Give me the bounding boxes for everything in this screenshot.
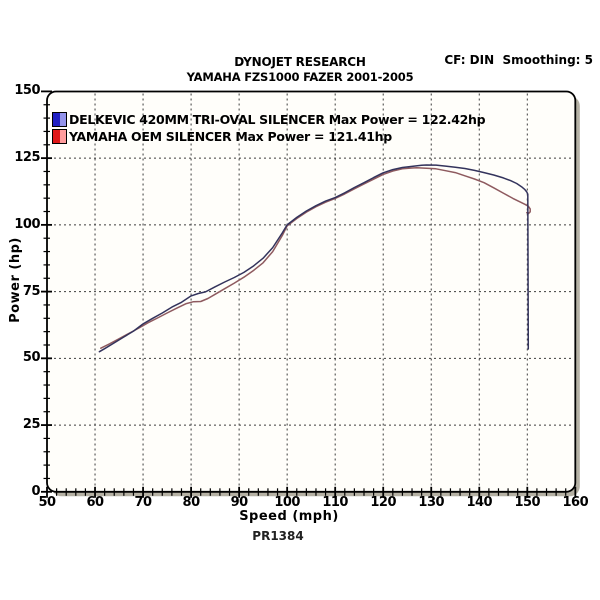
x-tick-label-60: 60 bbox=[86, 495, 104, 510]
chart-subtitle: YAMAHA FZS1000 FAZER 2001-2005 bbox=[186, 70, 414, 84]
power-curve-yamaha-oem-silencer bbox=[100, 166, 531, 349]
power-curve-delkevic-420mm-tri-oval-silencer bbox=[98, 164, 530, 353]
x-axis-label: Speed (mph) bbox=[239, 509, 339, 524]
x-tick-label-160: 160 bbox=[562, 495, 589, 510]
x-tick-label-150: 150 bbox=[514, 495, 541, 510]
x-tick-label-90: 90 bbox=[230, 495, 249, 510]
legend-item-yamaha-oem: YAMAHA OEM SILENCER Max Power = 121.41hp bbox=[52, 128, 485, 145]
y-tick-label-125: 125 bbox=[14, 150, 40, 166]
legend-label-delkevic: DELKEVIC 420MM TRI-OVAL SILENCER Max Pow… bbox=[69, 112, 486, 127]
chart-title: DYNOJET RESEARCH bbox=[234, 55, 366, 69]
x-tick-label-80: 80 bbox=[182, 495, 201, 510]
legend: DELKEVIC 420MM TRI-OVAL SILENCER Max Pow… bbox=[52, 111, 486, 145]
x-tick-label-130: 130 bbox=[418, 495, 445, 510]
x-tick-label-70: 70 bbox=[134, 495, 153, 510]
legend-item-delkevic: DELKEVIC 420MM TRI-OVAL SILENCER Max Pow… bbox=[52, 111, 486, 128]
plot-frame bbox=[46, 90, 577, 493]
legend-label-yamaha-oem: YAMAHA OEM SILENCER Max Power = 121.41hp bbox=[69, 129, 392, 144]
y-tick-label-75: 75 bbox=[22, 283, 41, 299]
x-tick-label-140: 140 bbox=[466, 495, 493, 510]
y-tick-label-0: 0 bbox=[31, 483, 40, 499]
legend-swatch-yamaha-oem-icon bbox=[52, 129, 67, 144]
correction-smoothing-note: CF: DIN Smoothing: 5 bbox=[444, 53, 593, 67]
y-tick-label-150: 150 bbox=[14, 83, 40, 99]
legend-swatch-delkevic-icon bbox=[52, 112, 67, 127]
run-id: PR1384 bbox=[252, 529, 304, 543]
x-tick-label-50: 50 bbox=[38, 495, 56, 510]
y-tick-label-100: 100 bbox=[14, 216, 40, 232]
x-tick-label-110: 110 bbox=[322, 495, 348, 510]
x-tick-label-100: 100 bbox=[274, 495, 300, 510]
y-tick-label-50: 50 bbox=[22, 350, 41, 366]
x-tick-label-120: 120 bbox=[370, 495, 397, 510]
y-tick-label-25: 25 bbox=[22, 417, 41, 433]
y-axis-label: Power (hp) bbox=[8, 237, 23, 323]
